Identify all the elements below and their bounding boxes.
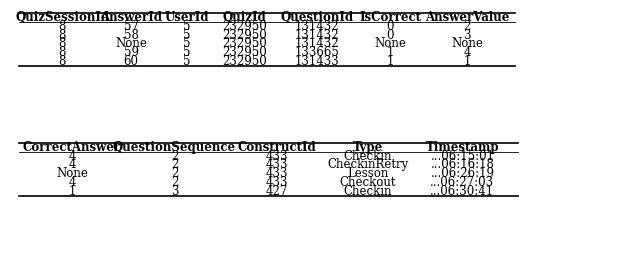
Text: QuestionSequence: QuestionSequence <box>113 141 236 154</box>
Text: 232950: 232950 <box>223 37 267 50</box>
Text: ...06:26:19: ...06:26:19 <box>431 167 495 180</box>
Text: ...06:27:03: ...06:27:03 <box>430 176 495 189</box>
Text: 5: 5 <box>184 20 191 33</box>
Text: 133665: 133665 <box>294 46 339 59</box>
Text: 4: 4 <box>463 46 471 59</box>
Text: None: None <box>115 37 147 50</box>
Text: 2: 2 <box>171 176 178 189</box>
Text: 2: 2 <box>171 167 178 180</box>
Text: 4: 4 <box>68 176 76 189</box>
Text: CorrectAnswer: CorrectAnswer <box>23 141 121 154</box>
Text: 2: 2 <box>171 150 178 163</box>
Text: 0: 0 <box>387 20 394 33</box>
Text: IsCorrect: IsCorrect <box>360 11 421 24</box>
Text: Lesson: Lesson <box>348 167 388 180</box>
Text: 5: 5 <box>184 29 191 42</box>
Text: ...06:30:41: ...06:30:41 <box>430 185 495 198</box>
Text: Type: Type <box>353 141 383 154</box>
Text: 433: 433 <box>266 158 288 171</box>
Text: 433: 433 <box>266 176 288 189</box>
Text: QuizId: QuizId <box>223 11 267 24</box>
Text: 2: 2 <box>171 158 178 171</box>
Text: 427: 427 <box>266 185 288 198</box>
Text: AnswerValue: AnswerValue <box>425 11 509 24</box>
Text: 433: 433 <box>266 150 288 163</box>
Text: QuizSessionId: QuizSessionId <box>15 11 109 24</box>
Text: 232950: 232950 <box>223 46 267 59</box>
Text: None: None <box>56 167 88 180</box>
Text: 1: 1 <box>463 55 471 68</box>
Text: ConstructId: ConstructId <box>237 141 316 154</box>
Text: 58: 58 <box>124 29 139 42</box>
Text: 60: 60 <box>124 55 139 68</box>
Text: 1: 1 <box>68 185 76 198</box>
Text: 8: 8 <box>59 46 66 59</box>
Text: 4: 4 <box>68 158 76 171</box>
Text: CheckinRetry: CheckinRetry <box>328 158 408 171</box>
Text: 131432: 131432 <box>294 20 339 33</box>
Text: 232950: 232950 <box>223 29 267 42</box>
Text: 8: 8 <box>59 37 66 50</box>
Text: Checkout: Checkout <box>340 176 396 189</box>
Text: 3: 3 <box>171 185 178 198</box>
Text: ...06:16:18: ...06:16:18 <box>431 158 494 171</box>
Text: UserId: UserId <box>165 11 209 24</box>
Text: 1: 1 <box>387 46 394 59</box>
Text: 2: 2 <box>463 20 471 33</box>
Text: 0: 0 <box>387 29 394 42</box>
Text: 8: 8 <box>59 20 66 33</box>
Text: 5: 5 <box>184 37 191 50</box>
Text: AnswerId: AnswerId <box>100 11 162 24</box>
Text: None: None <box>374 37 406 50</box>
Text: 232950: 232950 <box>223 55 267 68</box>
Text: 5: 5 <box>184 46 191 59</box>
Text: 8: 8 <box>59 55 66 68</box>
Text: Timestamp: Timestamp <box>426 141 499 154</box>
Text: 433: 433 <box>266 167 288 180</box>
Text: 8: 8 <box>59 29 66 42</box>
Text: None: None <box>451 37 483 50</box>
Text: 3: 3 <box>463 29 471 42</box>
Text: 57: 57 <box>124 20 139 33</box>
Text: Checkin: Checkin <box>344 150 392 163</box>
Text: 5: 5 <box>184 55 191 68</box>
Text: 131433: 131433 <box>294 55 339 68</box>
Text: Checkin: Checkin <box>344 185 392 198</box>
Text: 131432: 131432 <box>294 37 339 50</box>
Text: 1: 1 <box>387 55 394 68</box>
Text: 59: 59 <box>124 46 139 59</box>
Text: 232950: 232950 <box>223 20 267 33</box>
Text: QuestionId: QuestionId <box>280 11 353 24</box>
Text: ...06:15:01: ...06:15:01 <box>431 150 495 163</box>
Text: 4: 4 <box>68 150 76 163</box>
Text: 131432: 131432 <box>294 29 339 42</box>
